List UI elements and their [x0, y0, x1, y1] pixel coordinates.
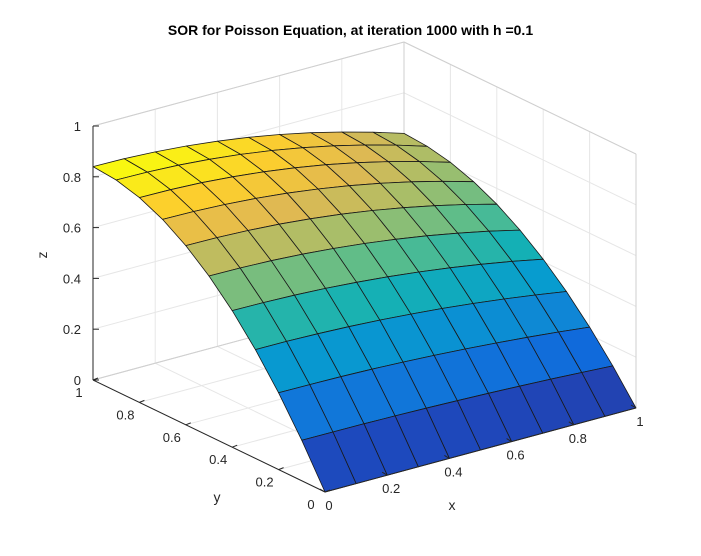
x-tick-label: 0.2: [382, 481, 400, 496]
x-tick-mark: [444, 454, 450, 459]
y-tick-label: 0.2: [256, 475, 274, 490]
x-tick-label: 0.4: [444, 464, 462, 479]
y-tick-label: 0.6: [163, 430, 181, 445]
x-tick-mark: [319, 488, 326, 493]
box-edge: [92, 41, 405, 127]
chart-title: SOR for Poisson Equation, at iteration 1…: [167, 22, 534, 38]
y-tick-label: 1: [75, 385, 82, 400]
z-axis-label: z: [34, 252, 50, 259]
axes-front: [92, 125, 637, 493]
axis-labels: x y z: [34, 252, 456, 514]
y-axis-label: y: [214, 489, 221, 505]
x-tick-label: 0: [325, 498, 332, 513]
y-tick-label: 0.8: [116, 407, 134, 422]
y-tick-mark: [324, 489, 331, 493]
y-tick-label: 0: [307, 497, 314, 512]
x-tick-label: 0.6: [507, 448, 525, 463]
z-tick-label: 0.6: [63, 221, 81, 236]
y-tick-label: 0.4: [209, 452, 227, 467]
y-tick-mark: [139, 399, 145, 403]
z-tick-label: 0: [74, 373, 81, 388]
y-tick-mark: [278, 467, 284, 471]
z-tick-label: 0.2: [63, 322, 81, 337]
x-tick-mark: [568, 421, 575, 426]
sidewall-gridline-z: [403, 92, 637, 206]
z-tick-label: 0.4: [63, 271, 81, 286]
y-axis-line: [92, 379, 326, 493]
x-axis-label: x: [449, 497, 456, 513]
y-tick-mark: [232, 444, 238, 448]
box-edge: [403, 41, 637, 155]
surface-mesh: [92, 131, 637, 493]
x-tick-label: 1: [636, 414, 643, 429]
x-tick-mark: [506, 438, 512, 443]
z-tick-label: 0.8: [63, 170, 81, 185]
x-tick-mark: [381, 471, 388, 476]
x-tick-mark: [630, 404, 637, 409]
y-tick-mark: [185, 422, 191, 426]
x-axis-line: [324, 407, 637, 493]
tick-labels: 00.20.40.60.8100.20.40.60.8100.20.40.60.…: [63, 119, 644, 513]
z-tick-label: 1: [74, 119, 81, 134]
x-tick-label: 0.8: [569, 431, 587, 446]
